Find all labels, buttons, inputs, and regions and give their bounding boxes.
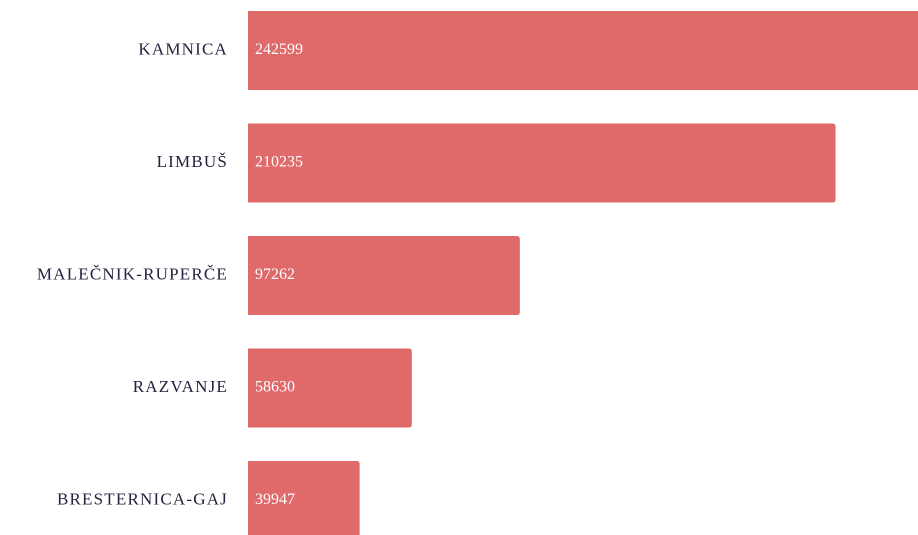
category-label: RAZVANJE (133, 377, 228, 396)
category-label: BRESTERNICA-GAJ (57, 489, 228, 508)
value-label: 39947 (255, 491, 295, 508)
bar (248, 236, 520, 315)
value-label: 210235 (255, 154, 303, 171)
bar (248, 11, 918, 90)
value-label: 242599 (255, 41, 303, 58)
value-label: 97262 (255, 266, 295, 283)
bar (248, 123, 836, 203)
bar (248, 348, 412, 428)
value-label: 58630 (255, 379, 295, 396)
category-label: LIMBUŠ (157, 152, 228, 171)
category-label: MALEČNIK-RUPERČE (37, 264, 228, 283)
category-label: KAMNICA (138, 39, 228, 58)
bar (248, 461, 360, 535)
